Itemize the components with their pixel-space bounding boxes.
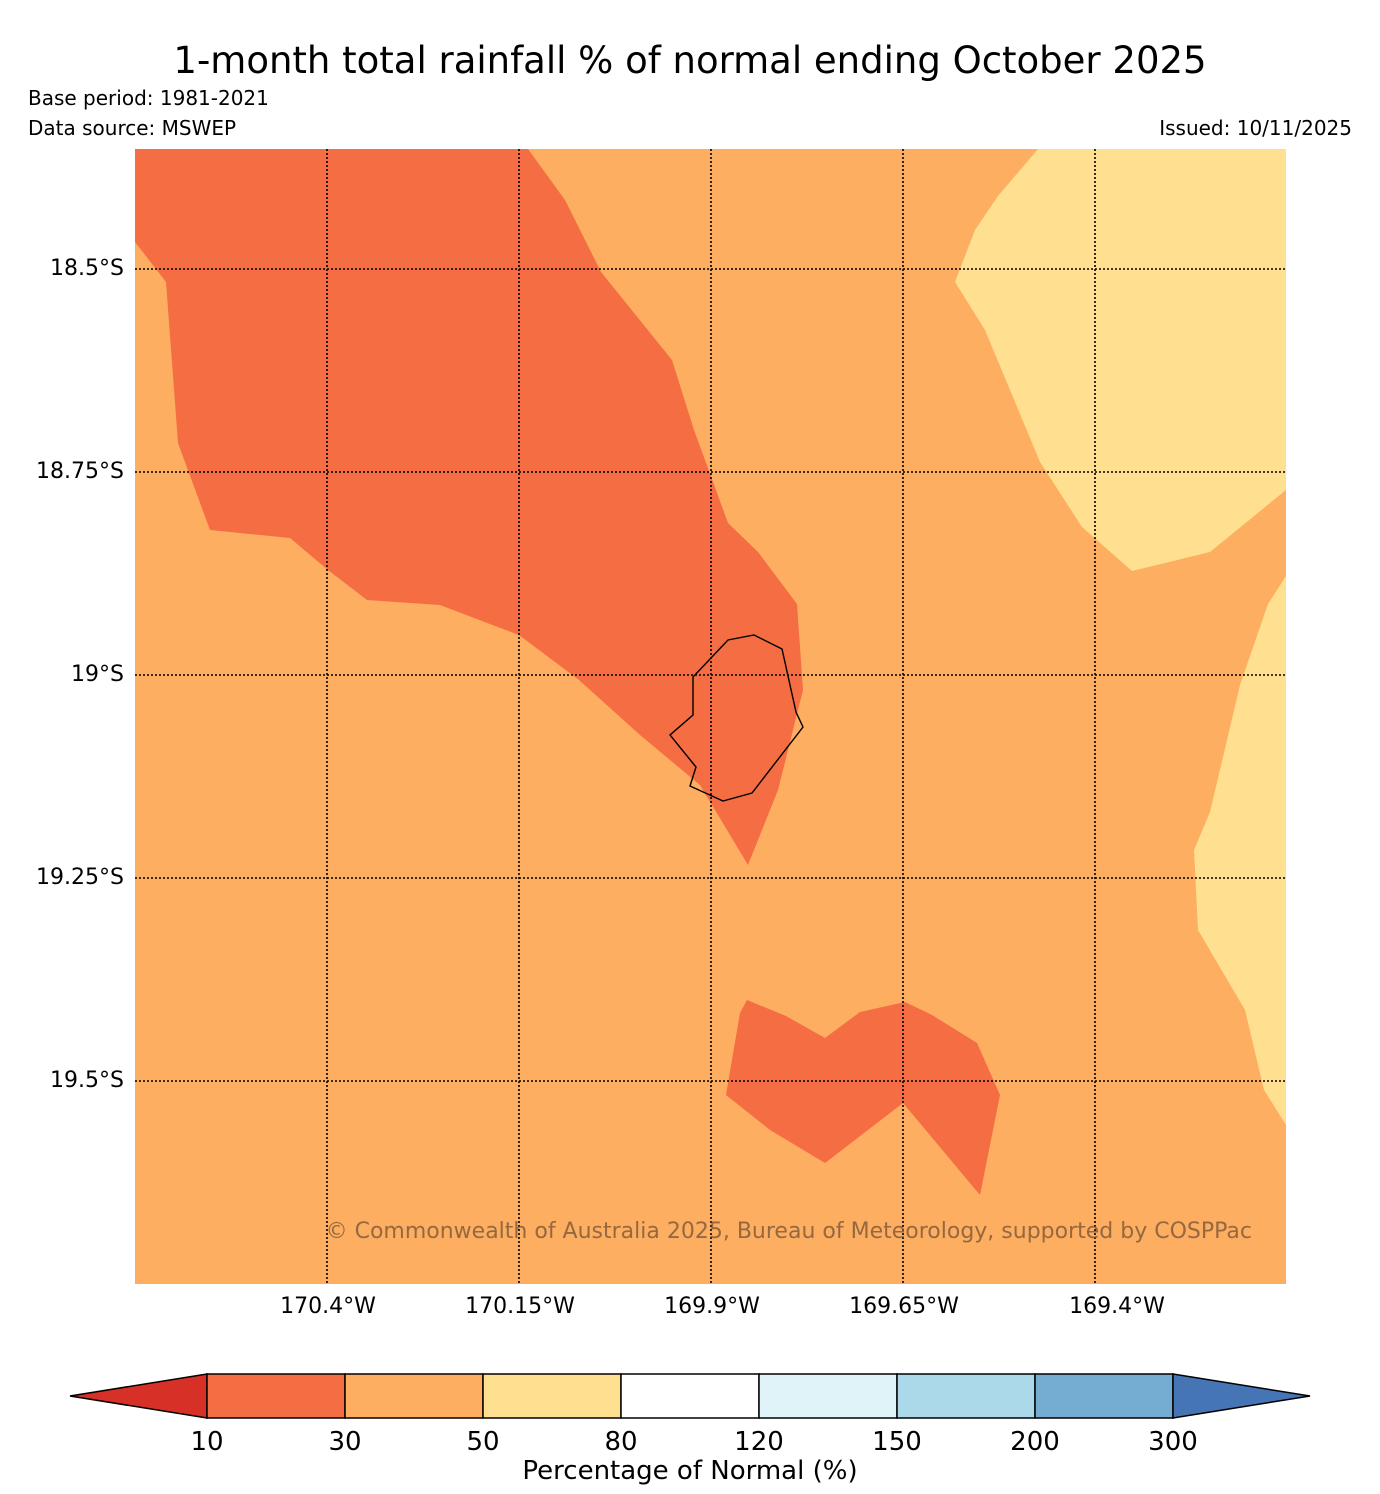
gridlines: [135, 149, 1286, 1284]
lat-label-18-75: 18.75°S: [36, 459, 124, 484]
colorbar-segment-200-300: [1034, 1373, 1174, 1419]
colorbar-label: Percentage of Normal (%): [522, 1456, 858, 1486]
colorbar-tick-200: 200: [1010, 1427, 1060, 1457]
colorbar-tick-50: 50: [466, 1427, 500, 1457]
colorbar-tick-150: 150: [872, 1427, 922, 1457]
region-10-30-northwest: [135, 149, 803, 865]
lon-label-169-65: 169.65°W: [849, 1294, 959, 1319]
island-outline: [669, 634, 804, 802]
lon-label-169-9: 169.9°W: [664, 1294, 760, 1319]
colorbar-tick-300: 300: [1148, 1427, 1198, 1457]
colorbar-tick-80: 80: [604, 1427, 638, 1457]
lat-label-18-5: 18.5°S: [50, 256, 124, 281]
region-10-30-south: [726, 1000, 1000, 1195]
lat-label-19-25: 19.25°S: [36, 865, 124, 890]
base-period-text: Base period: 1981-2021: [28, 86, 269, 110]
colorbar: [69, 1373, 1311, 1419]
map-title: 1-month total rainfall % of normal endin…: [173, 39, 1207, 82]
region-50-80-east: [1194, 576, 1286, 1125]
colorbar-segment-80-120: [620, 1373, 760, 1419]
lon-label-169-4: 169.4°W: [1069, 1294, 1165, 1319]
colorbar-tick-30: 30: [328, 1427, 362, 1457]
lon-label-170-4: 170.4°W: [280, 1294, 376, 1319]
colorbar-extend-low: [69, 1373, 208, 1419]
issued-date-text: Issued: 10/11/2025: [1159, 116, 1352, 140]
lat-label-19: 19°S: [71, 662, 124, 687]
colorbar-segment-10-30: [206, 1373, 346, 1419]
data-source-text: Data source: MSWEP: [28, 116, 237, 140]
colorbar-segment-120-150: [758, 1373, 898, 1419]
colorbar-tick-120: 120: [734, 1427, 784, 1457]
colorbar-extend-high: [1172, 1373, 1311, 1419]
colorbar-tick-10: 10: [190, 1427, 224, 1457]
lon-label-170-15: 170.15°W: [465, 1294, 575, 1319]
colorbar-segment-50-80: [482, 1373, 622, 1419]
colorbar-segment-30-50: [344, 1373, 484, 1419]
lat-label-19-5: 19.5°S: [50, 1068, 124, 1093]
copyright-watermark: © Commonwealth of Australia 2025, Bureau…: [325, 1219, 1252, 1244]
colorbar-segment-150-200: [896, 1373, 1036, 1419]
region-50-80-northeast: [955, 149, 1286, 571]
